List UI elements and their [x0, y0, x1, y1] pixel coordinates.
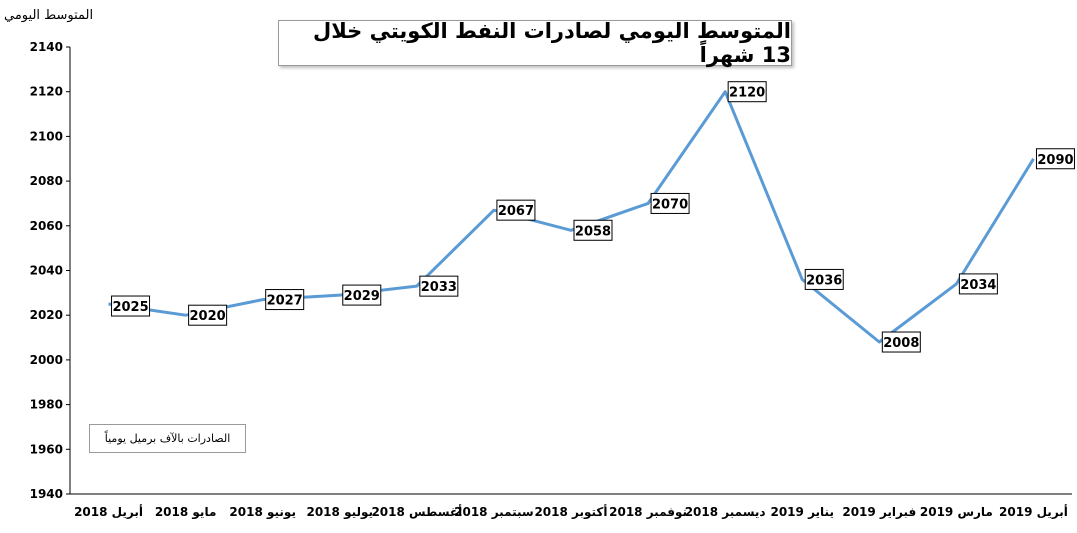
- x-tick-labels: أبريل 2018 مايو 2018 يونيو 2018 يوليو 2018أ…: [74, 504, 1068, 520]
- data-label-box: [111, 295, 151, 317]
- y-tick-label: 2100: [30, 129, 63, 143]
- axes: [66, 46, 1072, 495]
- data-label: 2058: [573, 219, 613, 241]
- x-tick-label: يونيو 2018: [229, 505, 296, 520]
- y-tick-label: 2140: [30, 40, 63, 54]
- y-tick-label: 2040: [30, 264, 63, 278]
- data-label: 2120: [727, 81, 767, 103]
- data-label-text: 2034: [960, 278, 996, 293]
- x-tick-label: أغسطس 2018: [371, 504, 462, 519]
- chart-title: المتوسط اليومي لصادرات النفط الكويتي خلا…: [278, 19, 792, 67]
- data-label-box: [419, 275, 459, 297]
- x-tick-label: سبتمبر 2018: [454, 505, 534, 519]
- y-tick-labels: 1940 1960 1980 2000 2020 2040 2060 2080 2100 2120…: [30, 40, 63, 501]
- series-line: [108, 90, 1035, 344]
- x-tick-label: مارس 2019: [920, 505, 993, 519]
- data-label-text: 2058: [575, 224, 611, 239]
- data-label-box: [496, 199, 536, 221]
- data-label-box: [342, 284, 382, 306]
- data-label: 2008: [881, 331, 921, 353]
- data-label-box: [188, 304, 228, 326]
- data-label: 2025: [111, 295, 151, 317]
- y-tick-label: 2120: [30, 85, 63, 99]
- x-tick-label: فبراير 2019: [842, 505, 916, 519]
- data-label: 2067: [496, 199, 536, 221]
- units-note: الصادرات بالآف برميل يومياً: [89, 424, 246, 453]
- data-label: 2070: [650, 192, 690, 214]
- data-label-text: 2020: [190, 309, 226, 324]
- data-label: 2029: [342, 284, 382, 306]
- x-tick-label: يناير 2019: [770, 505, 833, 519]
- y-tick-label: 2060: [30, 219, 63, 233]
- data-label-box: [881, 331, 921, 353]
- data-label: 2036: [804, 268, 844, 290]
- data-label: 2034: [958, 273, 998, 295]
- x-tick-label: أكتوبر 2018: [534, 504, 607, 520]
- data-label-box: [727, 81, 767, 103]
- x-tick-label: أبريل 2019: [999, 504, 1068, 519]
- data-label-text: 2070: [652, 197, 688, 212]
- data-label-text: 2067: [498, 204, 534, 219]
- data-labels: 2025 2020 2027 2029 2033 2067 2058 2070 2120 2036…: [111, 81, 1075, 353]
- data-label: 2020: [188, 304, 228, 326]
- y-tick-label: 2080: [30, 174, 63, 188]
- y-tick-label: 1980: [30, 398, 63, 412]
- data-label-box: [804, 268, 844, 290]
- data-label: 2027: [265, 289, 305, 311]
- data-label-text: 2008: [883, 336, 919, 351]
- data-label-box: [265, 289, 305, 311]
- x-tick-label: ديسمبر 2018: [685, 505, 766, 519]
- x-tick-label: مايو 2018: [155, 505, 217, 520]
- x-tick-label: أبريل 2018: [74, 504, 143, 519]
- data-label: 2090: [1035, 148, 1075, 170]
- data-label-text: 2027: [267, 294, 303, 309]
- data-label-text: 2090: [1037, 153, 1073, 168]
- data-label: 2033: [419, 275, 459, 297]
- y-axis-title: المتوسط اليومي: [4, 8, 94, 23]
- data-label-text: 2033: [421, 280, 457, 295]
- data-label-box: [573, 219, 613, 241]
- data-label-box: [650, 192, 690, 214]
- data-label-text: 2120: [729, 86, 765, 101]
- data-label-text: 2025: [112, 300, 148, 315]
- data-label-text: 2029: [344, 289, 380, 304]
- x-tick-label: نوفمبر 2018: [609, 505, 687, 520]
- y-tick-label: 1960: [30, 442, 63, 456]
- data-label-text: 2036: [806, 273, 842, 288]
- y-tick-label: 2000: [30, 353, 63, 367]
- y-tick-label: 2020: [30, 308, 63, 322]
- x-tick-label: يوليو 2018: [306, 505, 373, 520]
- data-label-box: [958, 273, 998, 295]
- data-label-box: [1035, 148, 1075, 170]
- series-group: [108, 90, 1035, 344]
- y-tick-label: 1940: [30, 487, 63, 501]
